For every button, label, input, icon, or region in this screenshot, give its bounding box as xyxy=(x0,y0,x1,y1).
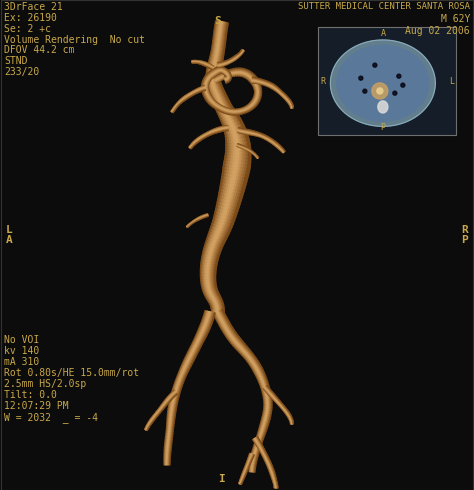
Text: A: A xyxy=(380,29,385,38)
Polygon shape xyxy=(372,83,388,99)
Text: No VOI: No VOI xyxy=(4,335,39,345)
Polygon shape xyxy=(373,63,377,67)
Text: L: L xyxy=(449,76,454,86)
Text: Aug 02 2006: Aug 02 2006 xyxy=(405,26,470,36)
Polygon shape xyxy=(378,101,388,113)
Polygon shape xyxy=(401,83,405,87)
Text: 3DrFace 21: 3DrFace 21 xyxy=(4,2,63,12)
Polygon shape xyxy=(397,74,401,78)
Polygon shape xyxy=(337,45,429,121)
Text: kv 140: kv 140 xyxy=(4,346,39,356)
Text: W = 2032  _ = -4: W = 2032 _ = -4 xyxy=(4,412,98,423)
Text: R: R xyxy=(320,76,325,86)
Text: P: P xyxy=(461,235,468,245)
Text: DFOV 44.2 cm: DFOV 44.2 cm xyxy=(4,45,74,55)
Text: Volume Rendering  No cut: Volume Rendering No cut xyxy=(4,35,145,45)
Polygon shape xyxy=(359,76,363,80)
Text: A: A xyxy=(6,235,13,245)
Polygon shape xyxy=(393,91,397,95)
Text: SUTTER MEDICAL CENTER SANTA ROSA: SUTTER MEDICAL CENTER SANTA ROSA xyxy=(298,2,470,11)
Text: P: P xyxy=(380,123,385,132)
Text: M 62Y: M 62Y xyxy=(441,14,470,24)
Polygon shape xyxy=(363,89,367,93)
Text: S: S xyxy=(215,16,221,26)
Text: L: L xyxy=(6,225,13,235)
Polygon shape xyxy=(377,88,383,94)
Text: Se: 2 +c: Se: 2 +c xyxy=(4,24,51,34)
Bar xyxy=(318,27,456,135)
Polygon shape xyxy=(330,40,435,126)
Text: Rot 0.80s/HE 15.0mm/rot: Rot 0.80s/HE 15.0mm/rot xyxy=(4,368,139,378)
Text: Tilt: 0.0: Tilt: 0.0 xyxy=(4,390,57,400)
Text: STND: STND xyxy=(4,56,27,66)
Text: 12:07:29 PM: 12:07:29 PM xyxy=(4,401,69,411)
Text: 233/20: 233/20 xyxy=(4,67,39,77)
Text: R: R xyxy=(461,225,468,235)
Text: I: I xyxy=(219,474,225,484)
Text: Ex: 26190: Ex: 26190 xyxy=(4,13,57,23)
Text: 2.5mm HS/2.0sp: 2.5mm HS/2.0sp xyxy=(4,379,86,389)
Text: mA 310: mA 310 xyxy=(4,357,39,367)
